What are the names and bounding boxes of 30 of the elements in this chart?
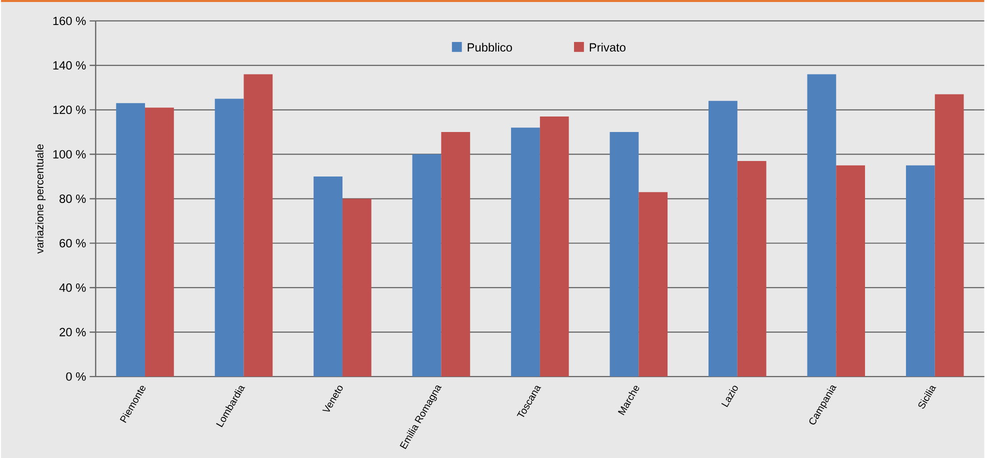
bar — [511, 127, 540, 376]
bar — [708, 100, 738, 376]
bar — [906, 165, 935, 376]
bar — [412, 154, 442, 376]
bar — [214, 98, 244, 376]
bar — [934, 94, 964, 376]
bar — [314, 176, 342, 376]
legend-label: Pubblico — [468, 42, 512, 52]
bar — [116, 103, 146, 376]
bar — [540, 116, 569, 376]
bar — [441, 132, 470, 376]
bar — [610, 132, 639, 376]
bar — [836, 165, 866, 376]
y-tick-label: 40 % — [59, 283, 86, 292]
y-tick-label: 20 % — [60, 328, 86, 336]
y-axis-title: variazione percentuale — [35, 144, 46, 254]
bar — [145, 107, 174, 376]
legend-label: Privato — [590, 42, 626, 52]
y-tick-label: 140 % — [53, 61, 86, 70]
y-tick-label: 160 % — [53, 16, 86, 26]
bar — [737, 160, 766, 376]
bar — [638, 192, 668, 376]
y-tick-label: 60 % — [60, 238, 86, 248]
y-tick-label: 100 % — [53, 150, 86, 158]
bar — [342, 198, 372, 376]
bar — [807, 74, 836, 376]
y-tick-label: 80 % — [60, 194, 86, 203]
y-tick-label: 120 % — [53, 106, 86, 114]
y-tick-label: 0 % — [66, 372, 86, 381]
bar — [244, 74, 273, 376]
